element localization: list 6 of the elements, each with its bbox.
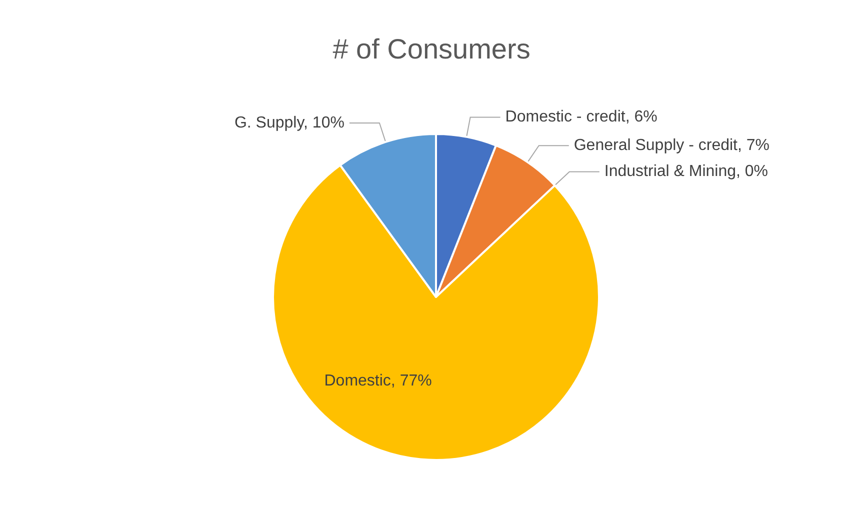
slice-label: General Supply - credit, 7%	[574, 137, 770, 154]
slice-label: Domestic - credit, 6%	[505, 108, 658, 126]
legend-label: Industrial & Mining, 0%	[604, 163, 768, 180]
slice-label: G. Supply, 10%	[234, 114, 344, 132]
slice-label: Domestic, 77%	[324, 372, 432, 390]
chart-title: # of Consumers	[332, 34, 530, 64]
